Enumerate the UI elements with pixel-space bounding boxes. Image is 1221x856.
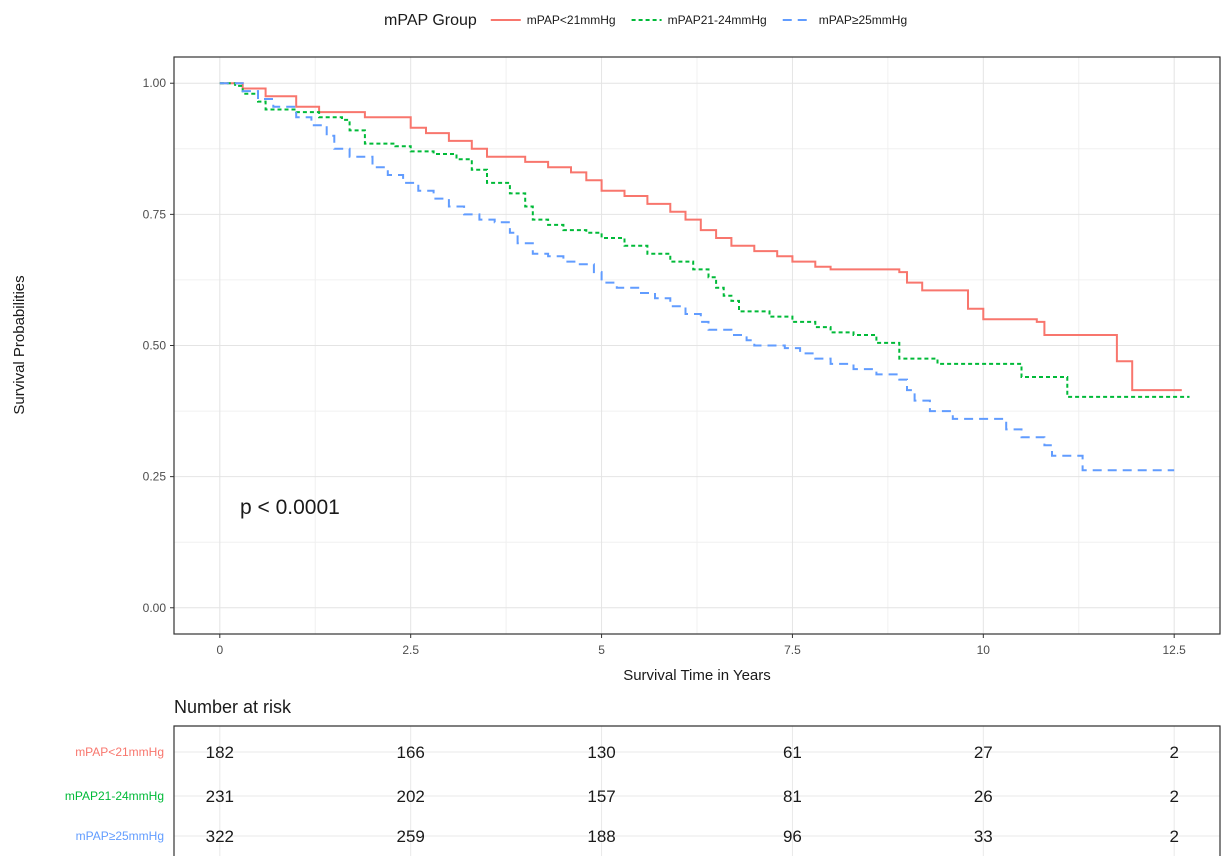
survival-plot: 0.00 0.25 0.50 0.75 1.00 0 2.5 5 7.5 10 12.5 p < …	[11, 56, 1221, 684]
risk-table-border	[173, 725, 1221, 856]
risk-count: 202	[396, 787, 424, 806]
legend-title: mPAP Group	[384, 12, 477, 29]
legend-label: mPAP<21mmHg	[527, 13, 616, 27]
x-tick-label: 2.5	[402, 643, 419, 657]
y-tick-label: 0.75	[143, 207, 167, 221]
risk-count: 231	[206, 787, 234, 806]
risk-count: 182	[206, 743, 234, 762]
risk-count: 130	[587, 743, 615, 762]
risk-count: 61	[783, 743, 802, 762]
y-tick-label: 0.50	[143, 339, 167, 353]
risk-count: 81	[783, 787, 802, 806]
x-tick-label: 12.5	[1163, 643, 1187, 657]
risk-count: 96	[783, 827, 802, 846]
survival-curve	[219, 82, 1175, 472]
risk-row-label: mPAP<21mmHg	[75, 745, 164, 759]
risk-count: 259	[396, 827, 424, 846]
risk-count: 166	[396, 743, 424, 762]
risk-count: 26	[974, 787, 993, 806]
risk-count: 322	[206, 827, 234, 846]
risk-count: 2	[1169, 787, 1178, 806]
legend-label: mPAP≥25mmHg	[819, 13, 907, 27]
legend-label: mPAP21-24mmHg	[668, 13, 767, 27]
risk-count: 27	[974, 743, 993, 762]
risk-table: Number at risk mPAP<21mmHg 182 166 130 61 27 2…	[65, 697, 1221, 856]
x-tick-label: 5	[598, 643, 605, 657]
y-tick-label: 1.00	[143, 76, 167, 90]
y-axis-label: Survival Probabilities	[11, 275, 28, 414]
survival-curve	[219, 82, 1190, 398]
risk-count: 157	[587, 787, 615, 806]
risk-count: 188	[587, 827, 615, 846]
survival-curve	[219, 82, 1182, 392]
risk-count: 2	[1169, 827, 1178, 846]
x-axis-label: Survival Time in Years	[623, 667, 771, 684]
risk-table-panel	[174, 726, 1220, 856]
y-tick-label: 0.00	[143, 601, 167, 615]
x-tick-label: 10	[977, 643, 991, 657]
risk-row-label: mPAP≥25mmHg	[76, 829, 164, 843]
x-tick-label: 0	[216, 643, 223, 657]
risk-table-title: Number at risk	[174, 697, 292, 717]
y-tick-label: 0.25	[143, 470, 167, 484]
legend: mPAP Group mPAP<21mmHg mPAP21-24mmHg mPAP≥…	[384, 12, 907, 29]
risk-count: 33	[974, 827, 993, 846]
risk-row-label: mPAP21-24mmHg	[65, 789, 164, 803]
p-value-annotation: p < 0.0001	[240, 496, 340, 519]
x-tick-label: 7.5	[784, 643, 801, 657]
risk-count: 2	[1169, 743, 1178, 762]
